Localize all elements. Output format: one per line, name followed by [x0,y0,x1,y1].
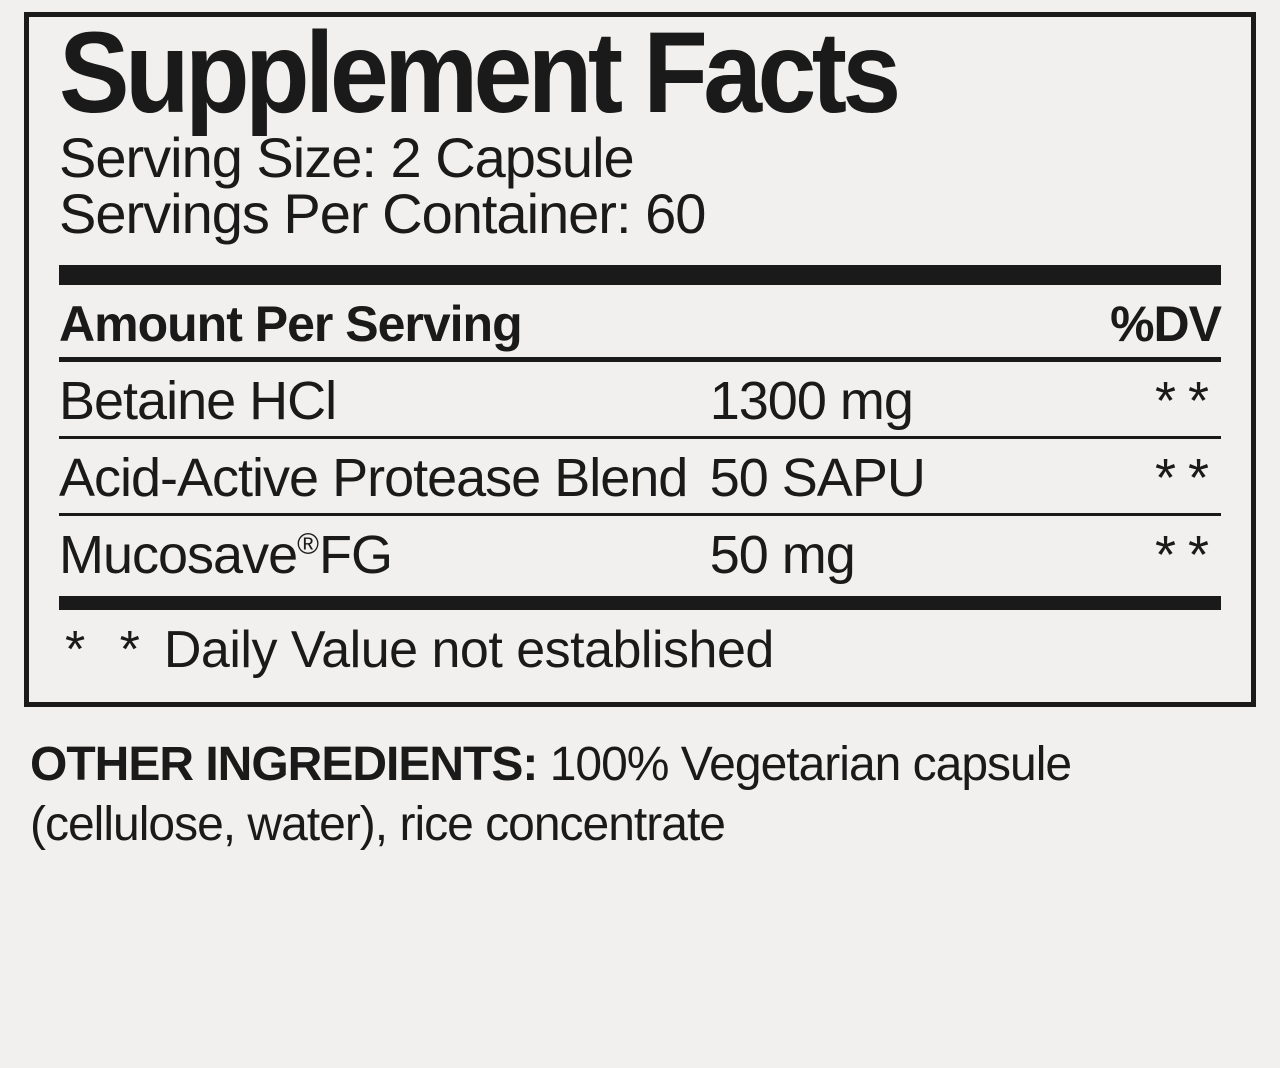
ingredient-dv: ** [1058,370,1221,432]
footnote-text: Daily Value not established [164,621,774,679]
ingredient-amount: 50 SAPU [710,447,1059,509]
header-amount: Amount Per Serving [59,295,522,353]
ingredient-name: Acid-Active Protease Blend [59,447,710,509]
facts-box: Supplement Facts Serving Size: 2 Capsule… [24,12,1256,707]
servings-per-container-value: 60 [645,182,705,245]
ingredient-amount: 50 mg [710,524,1059,586]
header-dv: %DV [1110,295,1221,353]
medium-rule [59,596,1221,610]
ingredient-row: Betaine HCl1300 mg** [59,362,1221,439]
ingredient-amount: 1300 mg [710,370,1059,432]
footnote: * * Daily Value not established [59,620,1221,680]
ingredient-dv: ** [1058,524,1221,586]
registered-icon: ® [297,528,319,561]
other-ingredients: OTHER INGREDIENTS: 100% Vegetarian capsu… [24,735,1256,855]
footnote-marker: * * [65,621,150,679]
ingredient-row: Acid-Active Protease Blend50 SAPU** [59,439,1221,516]
supplement-facts-panel: Supplement Facts Serving Size: 2 Capsule… [0,0,1280,879]
ingredient-name: Betaine HCl [59,370,710,432]
servings-per-container-line: Servings Per Container: 60 [59,182,1221,246]
ingredient-rows: Betaine HCl1300 mg**Acid-Active Protease… [59,362,1221,590]
panel-title: Supplement Facts [59,13,1128,134]
other-ingredients-label: OTHER INGREDIENTS: [30,738,537,791]
ingredient-name: Mucosave®FG [59,524,710,586]
thick-rule [59,265,1221,285]
servings-per-container-label: Servings Per Container: [59,182,631,245]
table-header: Amount Per Serving %DV [59,295,1221,357]
ingredient-dv: ** [1058,447,1221,509]
ingredient-row: Mucosave®FG50 mg** [59,516,1221,590]
